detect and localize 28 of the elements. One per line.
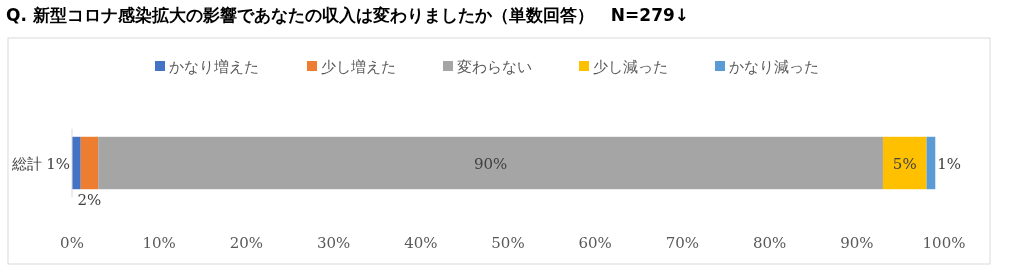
data-label: 1%: [937, 155, 962, 173]
data-label: 90%: [473, 155, 508, 173]
x-tick-label: 10%: [142, 234, 176, 252]
data-label: 1%: [46, 155, 70, 173]
data-label: 5%: [892, 155, 917, 173]
x-tick-label: 20%: [229, 234, 264, 252]
x-tick-label: 70%: [665, 234, 700, 252]
x-tick-label: 0%: [60, 234, 84, 252]
legend-label: 少し増えた: [321, 58, 396, 76]
x-tick-label: 80%: [752, 234, 787, 252]
legend-label: 少し減った: [593, 58, 668, 76]
chart-title: Q. 新型コロナ感染拡大の影響であなたの収入は変わりましたか（単数回答） N=279↓: [6, 5, 690, 25]
legend-label: 変わらない: [457, 58, 532, 76]
bar: [882, 136, 927, 190]
bar: [98, 136, 883, 190]
x-tick-label: 30%: [316, 234, 351, 252]
legend-label: かなり減った: [729, 58, 819, 76]
bar: [80, 136, 99, 190]
legend-label: かなり増えた: [169, 58, 259, 76]
bar: [926, 136, 936, 190]
y-tick-label: 総計: [11, 155, 42, 173]
bar: [72, 136, 81, 190]
x-tick-label: 40%: [404, 234, 438, 252]
x-tick-label: 50%: [491, 234, 525, 252]
x-tick-label: 90%: [840, 234, 874, 252]
data-label: 2%: [77, 191, 102, 210]
x-tick-label: 100%: [922, 234, 966, 252]
x-tick-label: 60%: [578, 234, 612, 252]
